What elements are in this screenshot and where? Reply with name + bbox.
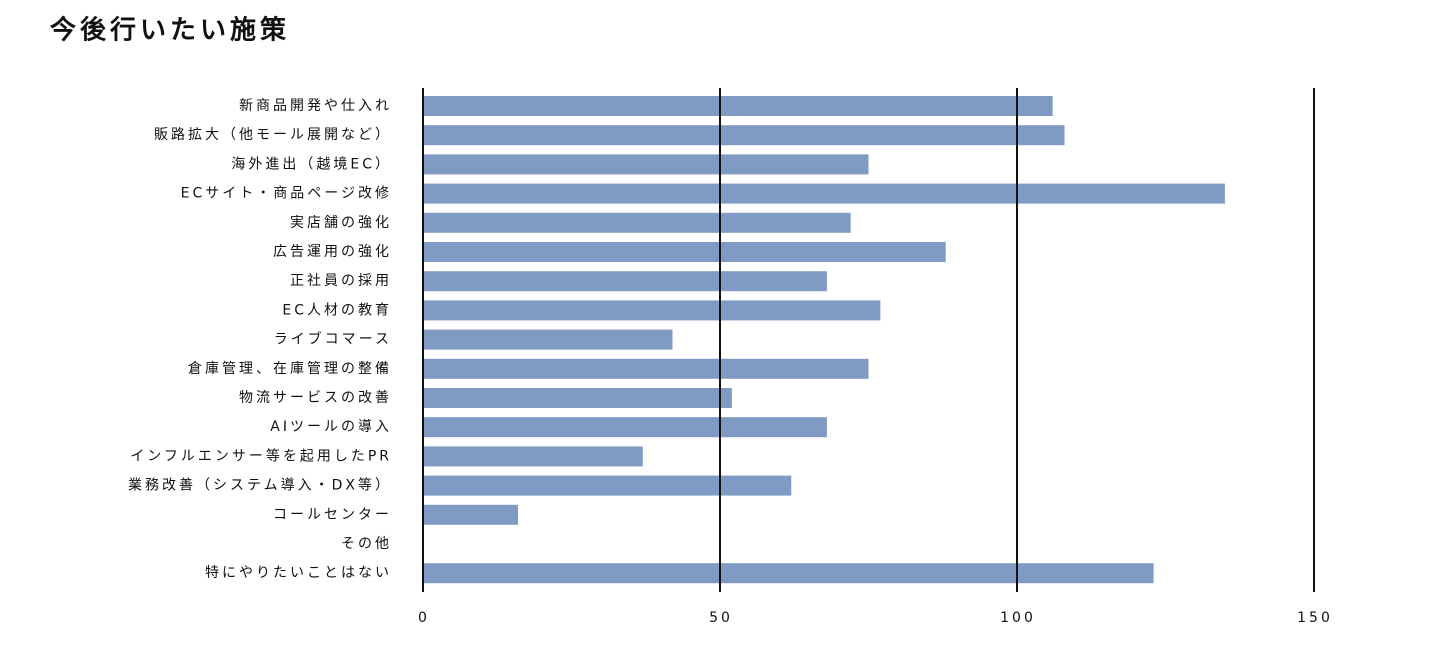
y-tick-label: 海外進出（越境EC） [231, 156, 392, 172]
y-tick-label: インフルエンサー等を起用したPR [130, 447, 392, 464]
x-tick-label: 0 [418, 610, 430, 626]
bar [423, 358, 869, 379]
y-tick-label: 新商品開発や仕入れ [239, 98, 392, 114]
bar [423, 475, 792, 496]
y-tick-label: 販路拡大（他モール展開など） [154, 127, 392, 143]
y-tick-label: 倉庫管理、在庫管理の整備 [188, 360, 392, 377]
x-tick-label: 150 [1297, 610, 1333, 626]
bar [423, 212, 851, 233]
bar [423, 563, 1154, 584]
bar [423, 183, 1225, 204]
bar [423, 125, 1065, 146]
x-tick-label: 50 [709, 610, 733, 626]
bar [423, 242, 946, 262]
bar [423, 446, 643, 467]
y-tick-label: ECサイト・商品ページ改修 [181, 186, 392, 202]
y-tick-label: コールセンター [273, 507, 392, 523]
x-tick-label: 100 [1000, 610, 1036, 626]
y-tick-label: AIツールの導入 [270, 419, 392, 435]
y-tick-label: ライブコマース [274, 331, 392, 348]
y-tick-label: 広告運用の強化 [273, 244, 392, 260]
bar [423, 96, 1053, 116]
y-tick-label: 正社員の採用 [290, 273, 392, 289]
bar [423, 388, 732, 408]
y-tick-label: 実店舗の強化 [290, 215, 392, 231]
y-tick-label: その他 [341, 536, 392, 552]
bar [423, 504, 519, 525]
bar [423, 300, 881, 321]
y-tick-label: 特にやりたいことはない [205, 565, 392, 581]
bar [423, 329, 673, 350]
bar [423, 271, 827, 292]
y-tick-label: EC人材の教育 [282, 302, 392, 318]
chart-title: 今後行いたい施策 [50, 15, 290, 46]
bar [423, 417, 827, 438]
bar [423, 154, 869, 175]
y-tick-label: 業務改善（システム導入・DX等） [128, 477, 392, 494]
y-tick-label: 物流サービスの改善 [239, 390, 392, 406]
